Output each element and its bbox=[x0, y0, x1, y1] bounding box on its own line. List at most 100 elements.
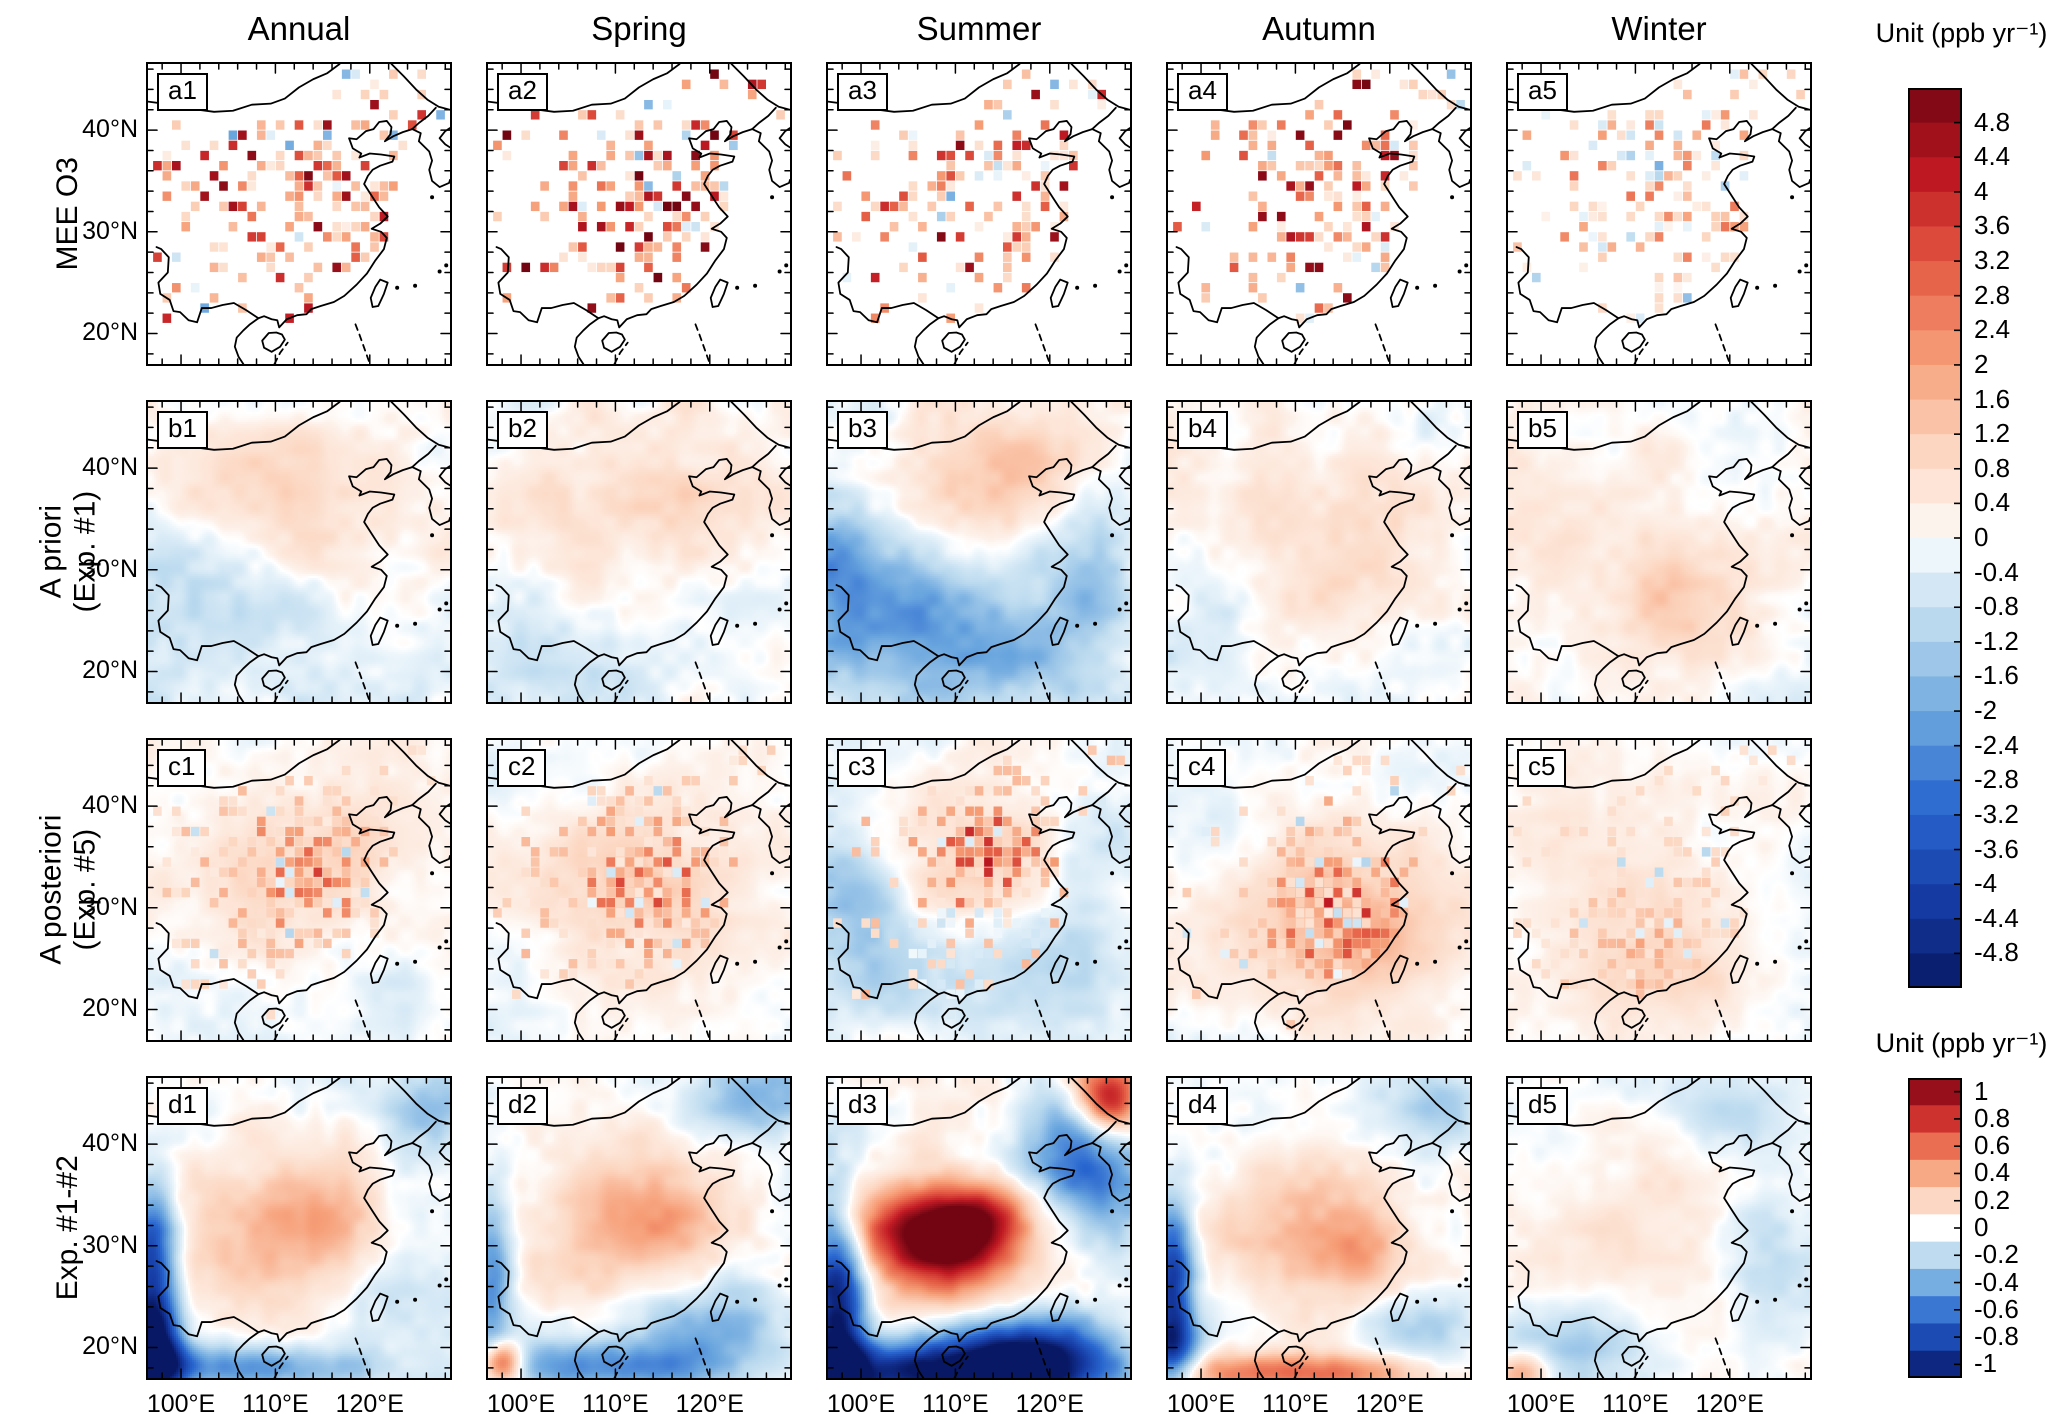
y-tick-label: 30°N bbox=[82, 554, 138, 583]
map-canvas-b3 bbox=[828, 402, 1130, 702]
map-panel-c4: c4 bbox=[1166, 738, 1472, 1042]
map-canvas-a4 bbox=[1168, 64, 1470, 364]
map-panel-b1: b1 bbox=[146, 400, 452, 704]
map-panel-b4: b4 bbox=[1166, 400, 1472, 704]
colorbar-tick-label: -0.4 bbox=[1974, 556, 2019, 587]
y-tick-label: 40°N bbox=[82, 453, 138, 482]
map-canvas-c2 bbox=[488, 740, 790, 1040]
map-canvas-a1 bbox=[148, 64, 450, 364]
map-panel-d3: d3 bbox=[826, 1076, 1132, 1380]
map-panel-a2: a2 bbox=[486, 62, 792, 366]
map-panel-c2: c2 bbox=[486, 738, 792, 1042]
column-header-annual: Annual bbox=[247, 10, 351, 47]
panel-label-a2: a2 bbox=[497, 73, 548, 111]
map-panel-d2: d2 bbox=[486, 1076, 792, 1380]
colorbar-tick-label: -1.2 bbox=[1974, 625, 2019, 656]
x-tick-label: 100°E bbox=[1506, 1390, 1576, 1418]
map-panel-b2: b2 bbox=[486, 400, 792, 704]
y-tick-label: 30°N bbox=[82, 892, 138, 921]
colorbar-tick-label: 4.8 bbox=[1974, 106, 2011, 137]
map-canvas-c1 bbox=[148, 740, 450, 1040]
colorbar-tick-label: -1.6 bbox=[1974, 660, 2019, 691]
colorbar-tick-label: -0.6 bbox=[1974, 1293, 2019, 1324]
map-canvas-d4 bbox=[1168, 1078, 1470, 1378]
panel-label-b3: b3 bbox=[837, 411, 888, 449]
colorbar-tick-label: 3.2 bbox=[1974, 245, 2011, 276]
map-canvas-b4 bbox=[1168, 402, 1470, 702]
panel-label-d5: d5 bbox=[1517, 1087, 1568, 1125]
map-canvas-c3 bbox=[828, 740, 1130, 1040]
panel-label-a4: a4 bbox=[1177, 73, 1228, 111]
map-panel-c5: c5 bbox=[1506, 738, 1812, 1042]
colorbar-tick-label: -3.2 bbox=[1974, 798, 2019, 829]
y-tick-label: 30°N bbox=[82, 1230, 138, 1259]
colorbar-bottom-title: Unit (ppb yr⁻¹) bbox=[1875, 1028, 2048, 1058]
panel-label-a1: a1 bbox=[157, 73, 208, 111]
colorbar-tick-label: 0.4 bbox=[1974, 1157, 2011, 1188]
map-canvas-a5 bbox=[1508, 64, 1810, 364]
y-tick-label: 40°N bbox=[82, 791, 138, 820]
colorbar-tick-label: 1.6 bbox=[1974, 383, 2011, 414]
map-canvas-c5 bbox=[1508, 740, 1810, 1040]
map-canvas-c4 bbox=[1168, 740, 1470, 1040]
map-panel-c3: c3 bbox=[826, 738, 1132, 1042]
panel-label-a3: a3 bbox=[837, 73, 888, 111]
map-panel-d1: d1 bbox=[146, 1076, 452, 1380]
map-canvas-d1 bbox=[148, 1078, 450, 1378]
y-tick-label: 40°N bbox=[82, 115, 138, 144]
colorbar-tick-label: 0.2 bbox=[1974, 1184, 2011, 1215]
column-header-summer: Summer bbox=[916, 10, 1042, 47]
x-tick-label: 120°E bbox=[335, 1390, 404, 1418]
colorbar-tick-label: -0.4 bbox=[1974, 1266, 2019, 1297]
map-canvas-a3 bbox=[828, 64, 1130, 364]
colorbar-top bbox=[1908, 88, 1962, 988]
colorbar-top-title: Unit (ppb yr⁻¹) bbox=[1875, 18, 2048, 48]
panel-label-b2: b2 bbox=[497, 411, 548, 449]
map-canvas-d3 bbox=[828, 1078, 1130, 1378]
x-tick-label: 110°E bbox=[1602, 1390, 1669, 1418]
colorbar-tick-label: 0.8 bbox=[1974, 452, 2011, 483]
y-tick-label: 20°N bbox=[82, 656, 138, 685]
map-panel-d4: d4 bbox=[1166, 1076, 1472, 1380]
colorbar-tick-label: 0 bbox=[1974, 1212, 1989, 1242]
map-canvas-b2 bbox=[488, 402, 790, 702]
panel-label-c5: c5 bbox=[1517, 749, 1567, 787]
colorbar-bottom bbox=[1908, 1078, 1962, 1378]
panel-label-d4: d4 bbox=[1177, 1087, 1228, 1125]
panel-label-c1: c1 bbox=[157, 749, 207, 787]
column-header-winter: Winter bbox=[1611, 10, 1707, 47]
y-tick-label: 20°N bbox=[82, 1332, 138, 1361]
map-panel-c1: c1 bbox=[146, 738, 452, 1042]
colorbar-tick-label: 2.8 bbox=[1974, 279, 2011, 310]
panel-label-d1: d1 bbox=[157, 1087, 208, 1125]
colorbar-tick-label: -4.8 bbox=[1974, 937, 2019, 968]
colorbar-tick-label: 0.8 bbox=[1974, 1102, 2011, 1133]
panel-label-b1: b1 bbox=[157, 411, 208, 449]
map-canvas-b5 bbox=[1508, 402, 1810, 702]
panel-label-b5: b5 bbox=[1517, 411, 1568, 449]
panel-label-a5: a5 bbox=[1517, 73, 1568, 111]
colorbar-tick-label: -0.8 bbox=[1974, 1321, 2019, 1352]
colorbar-tick-label: -2 bbox=[1974, 695, 1998, 726]
colorbar-tick-label: -1 bbox=[1974, 1348, 1998, 1379]
panel-label-d3: d3 bbox=[837, 1087, 888, 1125]
colorbar-tick-label: 4.4 bbox=[1974, 141, 2011, 172]
y-tick-label: 20°N bbox=[82, 318, 138, 347]
panel-label-d2: d2 bbox=[497, 1087, 548, 1125]
panel-label-c3: c3 bbox=[837, 749, 887, 787]
map-canvas-b1 bbox=[148, 402, 450, 702]
x-tick-label: 120°E bbox=[675, 1390, 744, 1418]
map-panel-b3: b3 bbox=[826, 400, 1132, 704]
map-panel-a3: a3 bbox=[826, 62, 1132, 366]
colorbar-tick-label: 0.4 bbox=[1974, 487, 2011, 518]
map-panel-d5: d5 bbox=[1506, 1076, 1812, 1380]
column-header-autumn: Autumn bbox=[1262, 10, 1376, 47]
map-panel-a1: a1 bbox=[146, 62, 452, 366]
panel-label-c2: c2 bbox=[497, 749, 547, 787]
x-tick-label: 100°E bbox=[826, 1390, 896, 1418]
colorbar-tick-label: 2 bbox=[1974, 348, 1989, 379]
colorbar-tick-label: 3.6 bbox=[1974, 210, 2011, 241]
colorbar-tick-label: -0.8 bbox=[1974, 591, 2019, 622]
map-canvas-d5 bbox=[1508, 1078, 1810, 1378]
colorbar-tick-label: -3.6 bbox=[1974, 833, 2019, 864]
